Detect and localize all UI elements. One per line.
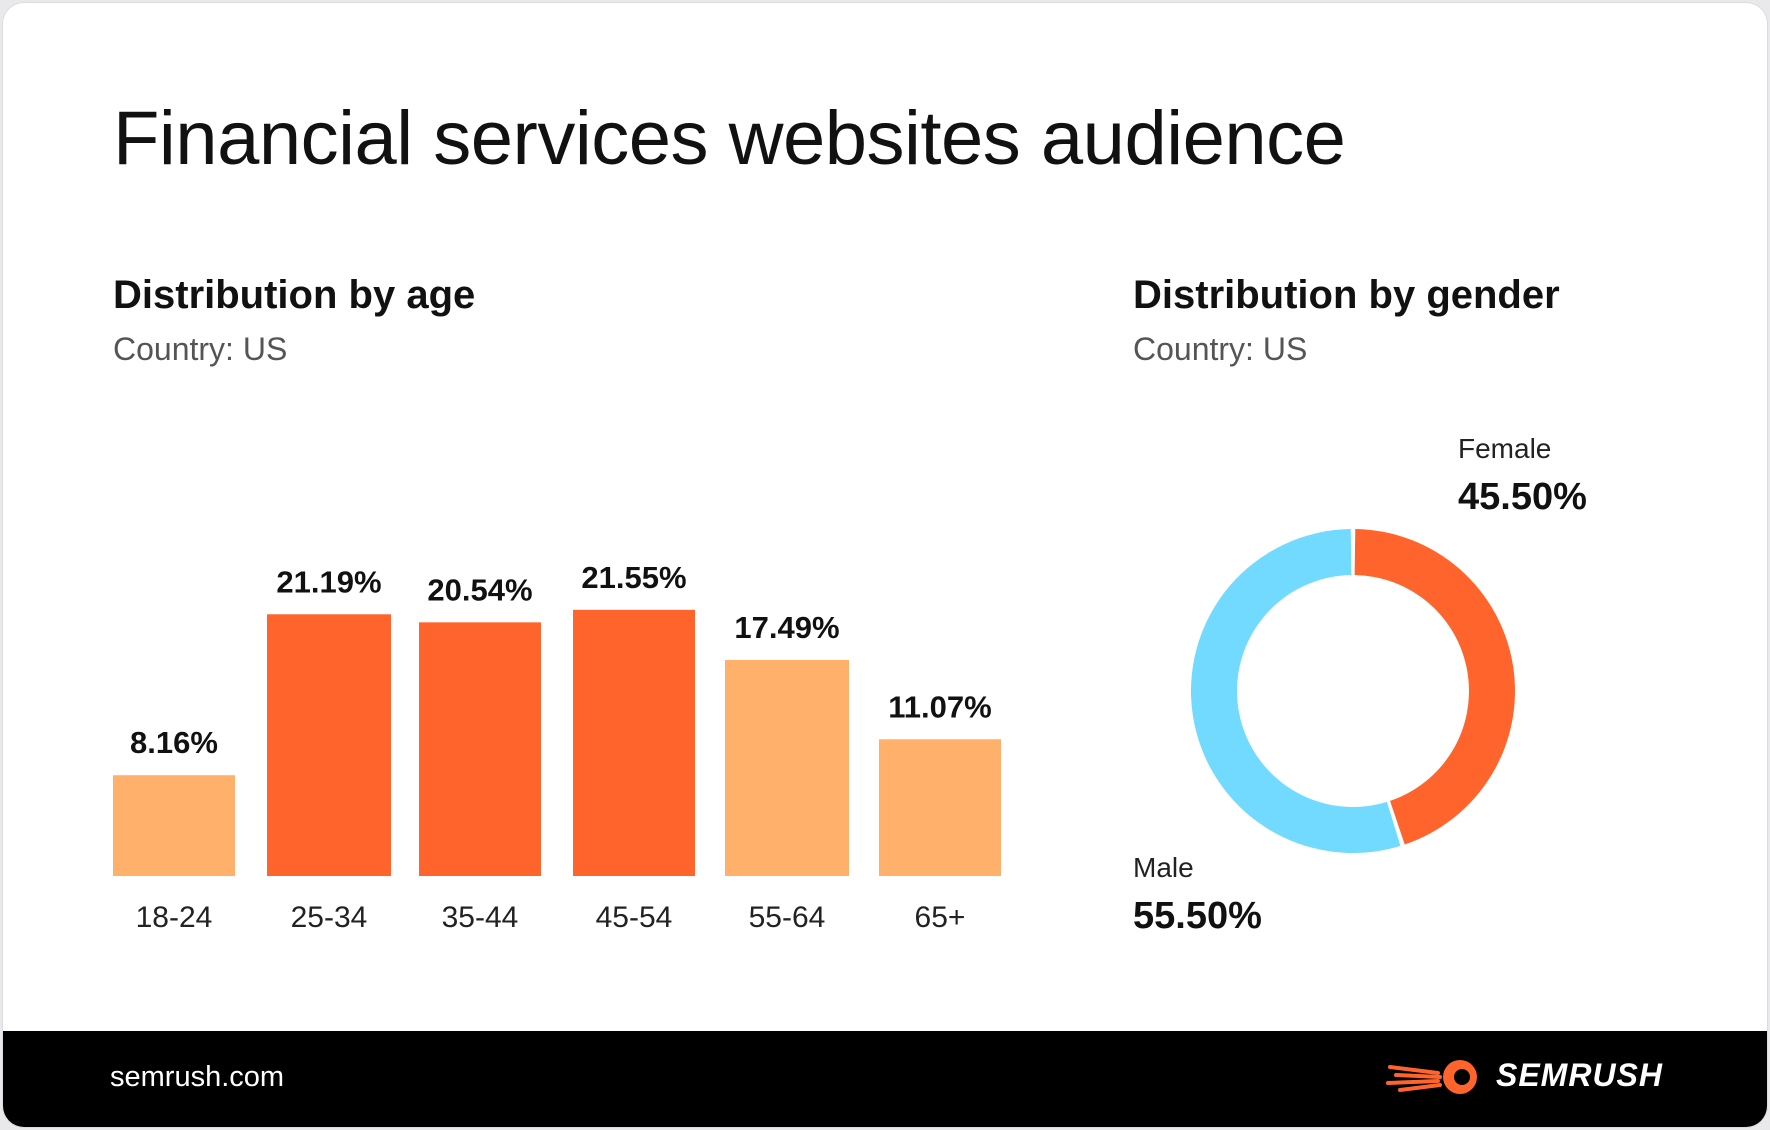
footer-bar: semrush.com SEMRUSH [3, 1031, 1767, 1127]
slice-male-label: Male [1133, 852, 1194, 883]
gender-chart-title: Distribution by gender [1133, 273, 1560, 317]
bar-category-label: 25-34 [291, 901, 368, 934]
gender-donut-chart: Female 45.50% Male 55.50% [1133, 433, 1587, 937]
bar-value-label: 21.19% [276, 564, 381, 599]
bar-value-label: 20.54% [427, 572, 532, 607]
bar-35-44 [419, 622, 541, 876]
bar-value-label: 11.07% [888, 689, 991, 724]
bar-category-label: 45-54 [596, 901, 673, 934]
bar-value-label: 17.49% [734, 610, 839, 645]
bar-value-label: 21.55% [581, 560, 686, 595]
bar-category-label: 18-24 [136, 901, 213, 934]
bar-category-label: 55-64 [749, 901, 826, 934]
age-bar-chart: 8.16% 18-24 21.19% 25-34 20.54% 35-44 21.55% 45… [113, 560, 1001, 934]
bar-18-24 [113, 775, 235, 876]
slice-female-label: Female [1458, 433, 1551, 464]
bar-25-34 [267, 614, 391, 876]
slice-male [1191, 529, 1401, 853]
brand-name: SEMRUSH [1495, 1056, 1663, 1093]
gender-chart-subtitle: Country: US [1133, 331, 1308, 367]
age-chart-subtitle: Country: US [113, 331, 288, 367]
bar-category-label: 35-44 [442, 901, 519, 934]
brand-logo: SEMRUSH [1385, 1053, 1663, 1097]
page-title: Financial services websites audience [113, 96, 1346, 181]
slice-male-value: 55.50% [1133, 895, 1262, 937]
semrush-fireball-icon [1385, 1060, 1477, 1094]
bar-category-label: 65+ [915, 901, 966, 934]
bar-55-64 [725, 659, 849, 876]
bar-45-54 [573, 609, 695, 876]
age-chart-title: Distribution by age [113, 273, 476, 317]
bar-value-label: 8.16% [130, 725, 218, 760]
bar-65+ [879, 739, 1001, 876]
slice-female-value: 45.50% [1458, 476, 1587, 518]
footer-link[interactable]: semrush.com [110, 1061, 285, 1093]
slice-female [1354, 529, 1515, 845]
